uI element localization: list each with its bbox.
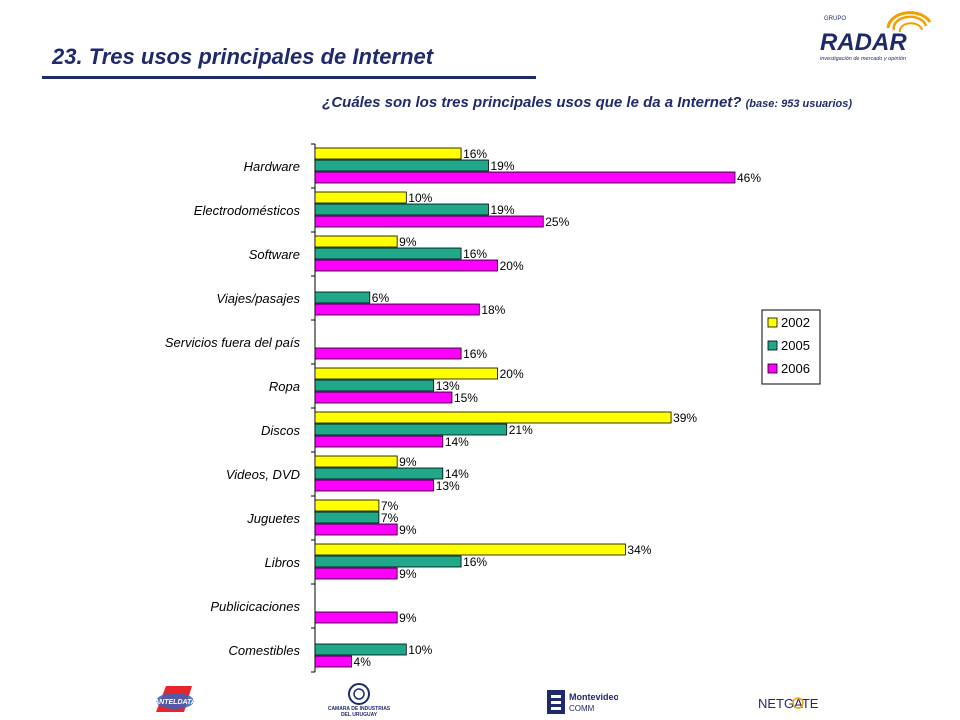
- category-label: Juguetes: [246, 511, 300, 526]
- data-label: 25%: [545, 215, 569, 229]
- bar-2006: [314, 655, 352, 668]
- bar-2006: [314, 435, 444, 448]
- bar-2006: [314, 303, 480, 316]
- montevideo-text: Montevideo: [569, 692, 618, 702]
- ciu-logo: CAMARA DE INDUSTRIAS DEL URUGUAY: [328, 683, 391, 718]
- data-label: 19%: [490, 159, 514, 173]
- question-text: ¿Cuáles son los tres principales usos qu…: [322, 94, 742, 111]
- data-label: 10%: [408, 643, 432, 657]
- data-label: 9%: [399, 567, 417, 581]
- bar-2006: [314, 171, 736, 184]
- anteldata-logo: ANTELDATA: [153, 686, 196, 712]
- category-label: Servicios fuera del país: [165, 335, 301, 350]
- bar-2005: [314, 555, 462, 568]
- bar-2006: [314, 215, 544, 228]
- page-title: 23. Tres usos principales de Internet: [52, 44, 434, 69]
- data-label: 9%: [399, 523, 417, 537]
- bar-2006: [314, 259, 499, 272]
- bar-2006: [314, 391, 453, 404]
- bar-2002: [314, 499, 380, 512]
- data-label: 6%: [372, 291, 390, 305]
- data-label: 13%: [436, 379, 460, 393]
- data-label: 16%: [463, 247, 487, 261]
- data-label: 14%: [445, 467, 469, 481]
- title-underline: [42, 76, 536, 79]
- bar-2002: [314, 147, 462, 160]
- bar-2006: [314, 479, 435, 492]
- bar-2005: [314, 203, 489, 216]
- category-label: Publicicaciones: [210, 599, 300, 614]
- bar-2005: [314, 643, 407, 656]
- bar-2002: [314, 191, 407, 204]
- anteldata-text: ANTELDATA: [153, 699, 196, 706]
- bar-2002: [314, 411, 672, 424]
- bar-2002: [314, 543, 626, 556]
- bar-2006: [314, 523, 398, 536]
- data-label: 16%: [463, 347, 487, 361]
- data-label: 9%: [399, 611, 417, 625]
- category-label: Viajes/pasajes: [216, 291, 300, 306]
- legend-swatch-2005: [767, 340, 778, 351]
- category-label: Electrodomésticos: [194, 203, 301, 218]
- data-label: 21%: [509, 423, 533, 437]
- montevideo-comm-logo: Montevideo COMM: [547, 690, 618, 714]
- radar-logo: GRUPO RADAR investigación de mercado y o…: [820, 11, 932, 62]
- data-label: 16%: [463, 147, 487, 161]
- bar-2005: [314, 247, 462, 260]
- legend-label: 2005: [781, 338, 810, 353]
- data-label: 18%: [481, 303, 505, 317]
- data-label: 46%: [737, 171, 761, 185]
- data-label: 20%: [500, 367, 524, 381]
- bar-2002: [314, 235, 398, 248]
- bar-2006: [314, 347, 462, 360]
- bar-2005: [314, 291, 371, 304]
- bar-2005: [314, 423, 508, 436]
- netgate-logo: NETGATE: [758, 696, 819, 711]
- bar-2005: [314, 511, 380, 524]
- radar-group-text: GRUPO: [824, 16, 846, 22]
- data-label: 7%: [381, 511, 399, 525]
- bar-2005: [314, 467, 444, 480]
- category-label: Videos, DVD: [226, 467, 300, 482]
- data-label: 14%: [445, 435, 469, 449]
- legend-swatch-2002: [767, 317, 778, 328]
- category-label: Comestibles: [228, 643, 300, 658]
- base-note: (base: 953 usuarios): [745, 98, 852, 110]
- legend-label: 2002: [781, 315, 810, 330]
- bar-2005: [314, 159, 489, 172]
- category-label: Software: [249, 247, 300, 262]
- data-label: 13%: [436, 479, 460, 493]
- bar-2006: [314, 567, 398, 580]
- data-label: 15%: [454, 391, 478, 405]
- data-label: 9%: [399, 235, 417, 249]
- category-label: Discos: [261, 423, 301, 438]
- category-label: Hardware: [244, 159, 300, 174]
- bar-2005: [314, 379, 435, 392]
- radar-tagline: investigación de mercado y opinión: [820, 56, 906, 62]
- radar-name: RADAR: [820, 29, 907, 56]
- netgate-text: NETGATE: [758, 696, 819, 711]
- chart-question: ¿Cuáles son los tres principales usos qu…: [0, 94, 852, 111]
- data-label: 20%: [500, 259, 524, 273]
- category-label: Libros: [265, 555, 301, 570]
- bar-2006: [314, 611, 398, 624]
- data-label: 39%: [673, 411, 697, 425]
- category-label: Ropa: [269, 379, 300, 394]
- data-label: 7%: [381, 499, 399, 513]
- data-label: 16%: [463, 555, 487, 569]
- ciu-text-line2: DEL URUGUAY: [341, 712, 378, 718]
- legend-label: 2006: [781, 361, 810, 376]
- bar-2002: [314, 367, 499, 380]
- data-label: 34%: [627, 543, 651, 557]
- bar-2002: [314, 455, 398, 468]
- data-label: 19%: [490, 203, 514, 217]
- data-label: 10%: [408, 191, 432, 205]
- comm-text: COMM: [569, 704, 595, 713]
- data-label: 9%: [399, 455, 417, 469]
- legend-swatch-2006: [767, 363, 778, 374]
- data-label: 4%: [354, 655, 372, 669]
- ciu-text-line1: CAMARA DE INDUSTRIAS: [328, 706, 391, 712]
